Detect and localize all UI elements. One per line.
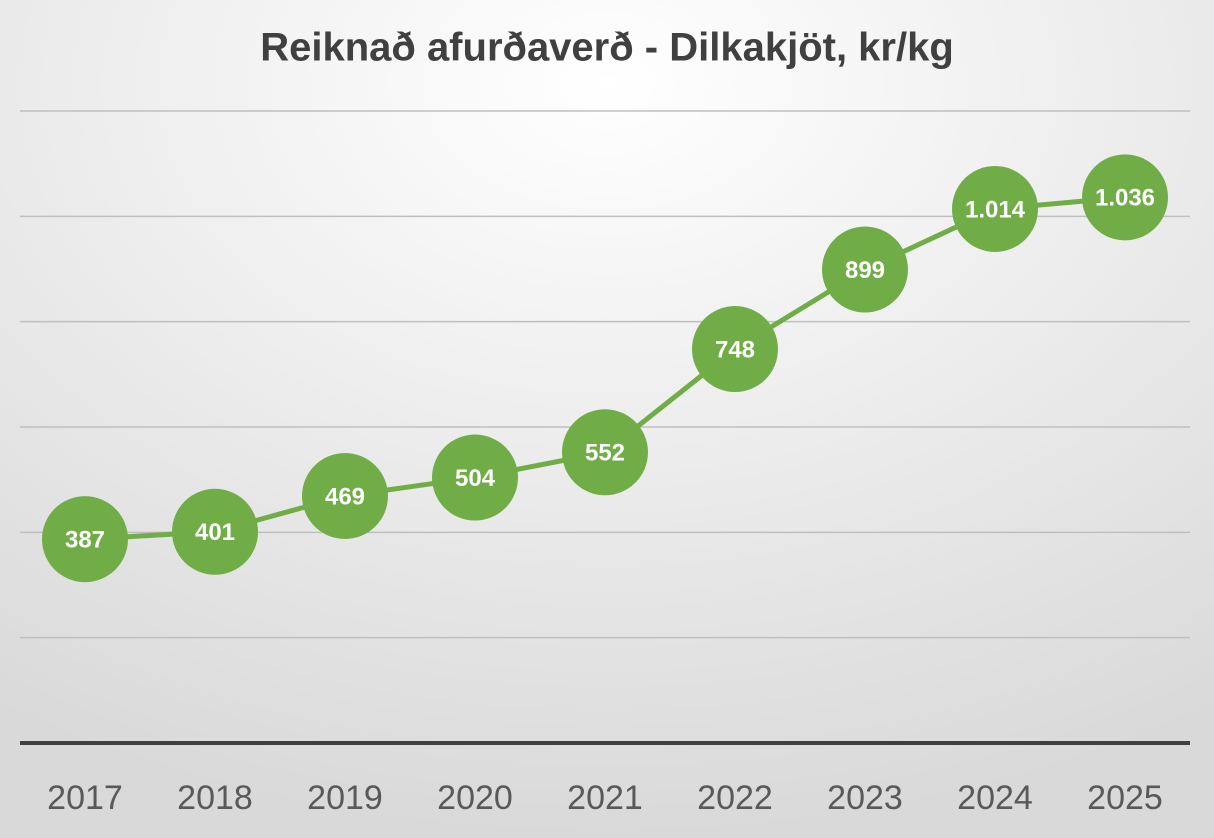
data-label: 469: [325, 483, 365, 510]
x-tick-label: 2017: [47, 779, 123, 817]
data-label: 387: [65, 527, 105, 554]
data-point: [432, 434, 518, 521]
x-tick-label: 2022: [697, 779, 773, 817]
data-point: [562, 409, 648, 496]
data-label: 1.036: [1095, 185, 1155, 212]
x-tick-label: 2024: [957, 779, 1033, 817]
x-tick-label: 2018: [177, 779, 253, 817]
data-point: [952, 165, 1038, 252]
data-point: [172, 488, 258, 575]
data-point: [1082, 154, 1168, 241]
data-label: 748: [715, 336, 755, 363]
x-tick-label: 2021: [567, 779, 643, 817]
data-label: 401: [195, 519, 235, 546]
data-label: 504: [455, 465, 496, 492]
x-tick-label: 2019: [307, 779, 383, 817]
x-tick-label: 2023: [827, 779, 903, 817]
data-label: 552: [585, 440, 625, 467]
chart-title: Reiknað afurðaverð - Dilkakjöt, kr/kg: [260, 26, 954, 70]
data-point: [692, 306, 778, 393]
data-point: [302, 452, 388, 539]
data-point: [42, 496, 128, 583]
data-label: 899: [845, 257, 885, 284]
data-label: 1.014: [965, 196, 1026, 223]
x-tick-label: 2025: [1087, 779, 1163, 817]
x-tick-label: 2020: [437, 779, 513, 817]
data-point: [822, 226, 908, 313]
